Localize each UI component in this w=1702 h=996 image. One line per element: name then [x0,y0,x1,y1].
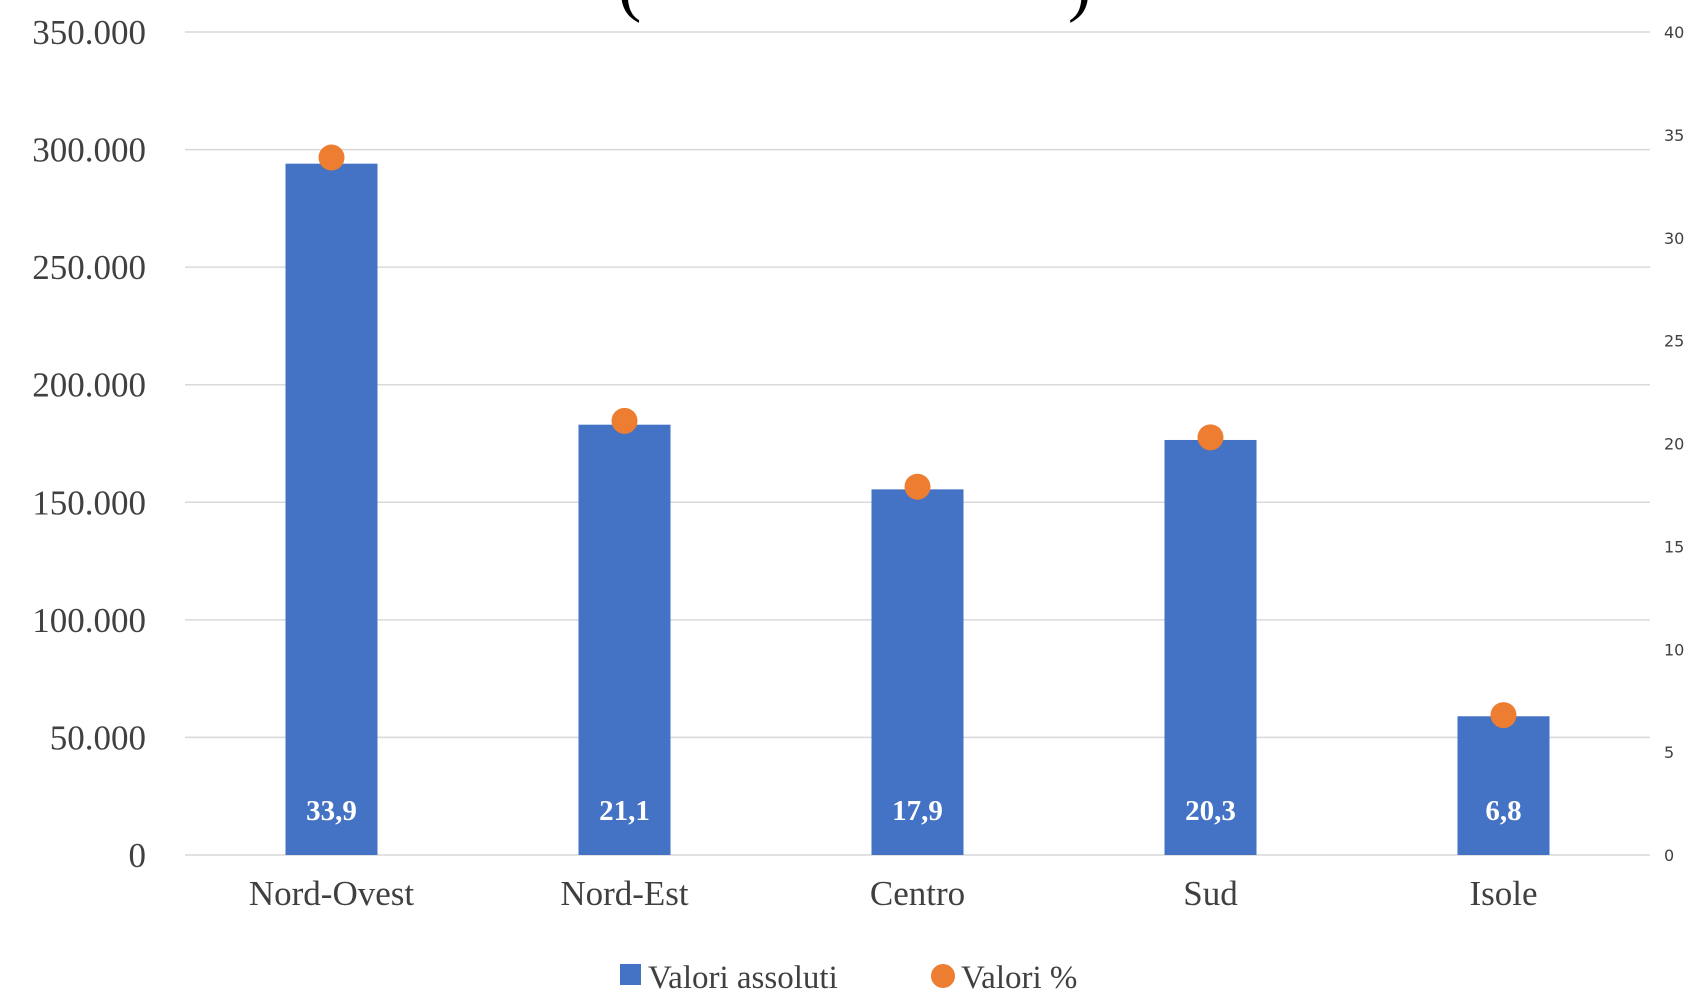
point [611,407,638,434]
y-right-tick-label: 30 [1664,229,1684,248]
y-right-tick-label: 0 [1664,846,1674,865]
bar-data-label: 20,3 [1185,795,1236,827]
y-axis-left: 0 50.000 100.000 150.000 200.000 250.000 300.0… [32,13,146,875]
bar [1164,439,1257,855]
bar-data-labels: 33,9 21,1 17,9 20,3 6,8 [306,795,1522,827]
y-right-tick-label: 25 [1664,332,1684,351]
bar-data-label: 6,8 [1485,795,1521,827]
x-tick-label: Sud [1183,874,1238,913]
x-tick-label: Nord-Ovest [249,874,415,913]
y-left-tick-label: 350.000 [32,13,146,52]
y-left-tick-label: 250.000 [32,248,146,287]
chart-title-fragment-right: ) [1068,0,1091,24]
bar [285,163,378,855]
y-right-tick-label: 35 [1664,126,1684,145]
y-right-tick-label: 5 [1664,743,1674,762]
y-left-tick-label: 50.000 [50,718,146,757]
y-right-tick-label: 40 [1664,23,1684,42]
bar-data-label: 33,9 [306,795,357,827]
y-axis-right: 0 5 10 15 20 25 30 35 40 [1664,23,1684,865]
y-right-tick-label: 20 [1664,435,1684,454]
legend-swatch-bar [620,964,641,985]
bar [871,489,964,855]
bar-series [285,163,1550,855]
x-tick-label: Centro [870,874,965,913]
y-right-tick-label: 10 [1664,640,1684,659]
bar-data-label: 21,1 [599,795,650,827]
y-left-tick-label: 100.000 [32,601,146,640]
y-left-tick-label: 150.000 [32,483,146,522]
legend-label: Valori % [961,960,1077,991]
x-tick-label: Nord-Est [560,874,689,913]
y-left-tick-label: 0 [129,836,147,875]
legend-label: Valori assoluti [648,960,838,991]
point-series [318,144,1517,729]
bar-data-label: 17,9 [892,795,943,827]
legend-swatch-point [931,964,955,988]
legend: Valori assoluti Valori % [620,960,1077,996]
y-right-tick-label: 15 [1664,537,1684,556]
bar [1457,716,1550,855]
x-axis: Nord-Ovest Nord-Est Centro Sud Isole [249,874,1538,913]
x-tick-label: Isole [1469,874,1537,913]
point [318,144,345,171]
bar [578,424,671,855]
y-left-tick-label: 300.000 [32,131,146,170]
point [1197,424,1224,451]
point [1490,702,1517,729]
point [904,473,931,500]
chart-title-fragment-left: ( [618,0,641,24]
y-left-tick-label: 200.000 [32,366,146,405]
